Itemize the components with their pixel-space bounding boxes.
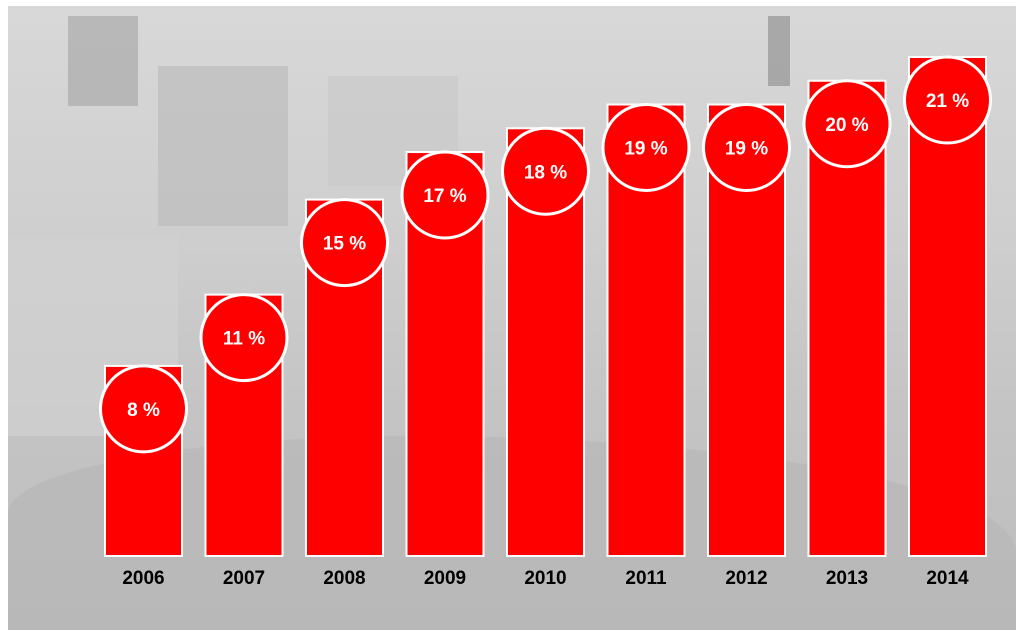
value-bubble-2006 [99,364,188,454]
bubbles-layer: 8 % 11 % 15 % 17 % 18 % 19 % 19 % 20 % 21 % [99,55,992,454]
bar-chart: 8 % 11 % 15 % 17 % 18 % 19 % 19 % 20 % 21 % 2006… [99,55,992,589]
x-tick-label-2007: 2007 [223,568,265,589]
value-label-2008: 15 % [323,234,366,255]
x-axis-ticks: 2006 2007 2008 2009 2010 2011 2012 2013 2014 [122,568,969,589]
value-bubble-2011 [601,103,691,193]
x-tick-label-2011: 2011 [625,568,667,589]
x-tick-label-2010: 2010 [524,568,566,589]
value-label-2011: 19 % [624,139,667,160]
value-bubble-2012 [702,103,791,193]
x-tick-label-2012: 2012 [725,568,767,589]
x-tick-label-2014: 2014 [926,568,969,589]
value-label-2009: 17 % [423,186,466,207]
value-bubble-2013 [802,79,892,169]
value-bubble-2008 [300,198,389,288]
background-cylinder [768,16,790,86]
value-label-2014: 21 % [926,91,969,112]
x-tick-label-2006: 2006 [122,568,164,589]
value-label-2013: 20 % [825,115,868,136]
x-tick-label-2013: 2013 [826,568,868,589]
value-label-2012: 19 % [725,139,768,160]
x-tick-label-2008: 2008 [323,568,365,589]
x-tick-label-2009: 2009 [424,568,466,589]
background-cabinet [158,66,288,226]
value-bubble-2009 [400,150,490,240]
value-bubble-2007 [199,293,289,383]
value-label-2010: 18 % [524,162,567,183]
value-label-2006: 8 % [127,400,160,421]
background-monitor [68,16,138,106]
value-label-2007: 11 % [223,329,265,350]
value-bubble-2010 [501,126,590,216]
value-bubble-2014 [903,55,992,145]
chart-frame: 8 % 11 % 15 % 17 % 18 % 19 % 19 % 20 % 21 % 2006… [8,6,1016,630]
